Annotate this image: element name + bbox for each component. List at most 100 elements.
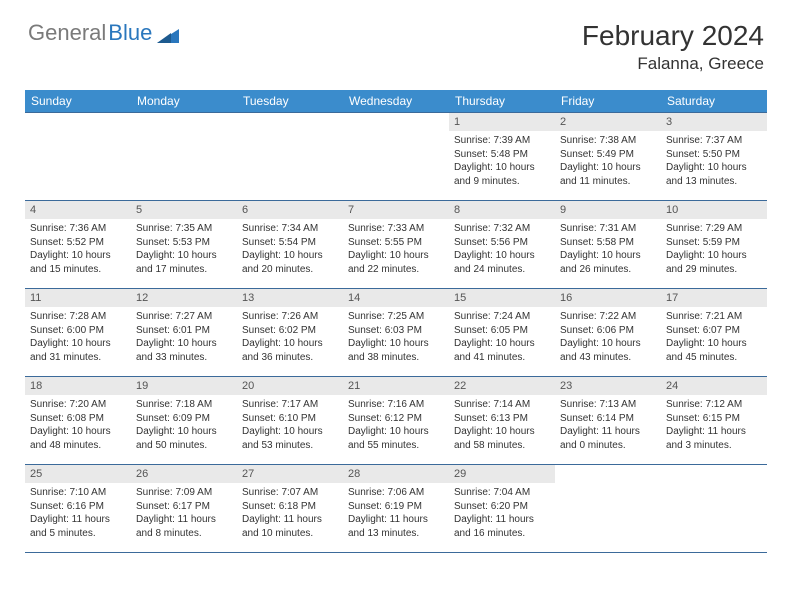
day-body: Sunrise: 7:27 AMSunset: 6:01 PMDaylight:… [131, 307, 237, 367]
day-number: 9 [555, 201, 661, 219]
day-body: Sunrise: 7:32 AMSunset: 5:56 PMDaylight:… [449, 219, 555, 279]
week-row: 25Sunrise: 7:10 AMSunset: 6:16 PMDayligh… [25, 465, 767, 553]
day-body: Sunrise: 7:10 AMSunset: 6:16 PMDaylight:… [25, 483, 131, 543]
day-cell: 1Sunrise: 7:39 AMSunset: 5:48 PMDaylight… [449, 113, 555, 201]
day-cell: 15Sunrise: 7:24 AMSunset: 6:05 PMDayligh… [449, 289, 555, 377]
day-cell: 12Sunrise: 7:27 AMSunset: 6:01 PMDayligh… [131, 289, 237, 377]
week-row: 1Sunrise: 7:39 AMSunset: 5:48 PMDaylight… [25, 113, 767, 201]
day-cell: 5Sunrise: 7:35 AMSunset: 5:53 PMDaylight… [131, 201, 237, 289]
week-row: 11Sunrise: 7:28 AMSunset: 6:00 PMDayligh… [25, 289, 767, 377]
day-body: Sunrise: 7:33 AMSunset: 5:55 PMDaylight:… [343, 219, 449, 279]
day-cell: 11Sunrise: 7:28 AMSunset: 6:00 PMDayligh… [25, 289, 131, 377]
month-title: February 2024 [582, 20, 764, 52]
day-cell: 2Sunrise: 7:38 AMSunset: 5:49 PMDaylight… [555, 113, 661, 201]
day-number: 24 [661, 377, 767, 395]
day-number: 25 [25, 465, 131, 483]
weekday-header: Wednesday [343, 90, 449, 113]
day-body: Sunrise: 7:18 AMSunset: 6:09 PMDaylight:… [131, 395, 237, 455]
day-body: Sunrise: 7:31 AMSunset: 5:58 PMDaylight:… [555, 219, 661, 279]
day-cell [237, 113, 343, 201]
day-number: 10 [661, 201, 767, 219]
day-number: 5 [131, 201, 237, 219]
calendar-body: 1Sunrise: 7:39 AMSunset: 5:48 PMDaylight… [25, 113, 767, 553]
day-cell: 10Sunrise: 7:29 AMSunset: 5:59 PMDayligh… [661, 201, 767, 289]
day-body: Sunrise: 7:37 AMSunset: 5:50 PMDaylight:… [661, 131, 767, 191]
day-cell: 24Sunrise: 7:12 AMSunset: 6:15 PMDayligh… [661, 377, 767, 465]
day-cell: 26Sunrise: 7:09 AMSunset: 6:17 PMDayligh… [131, 465, 237, 553]
day-cell [555, 465, 661, 553]
day-body: Sunrise: 7:21 AMSunset: 6:07 PMDaylight:… [661, 307, 767, 367]
day-number: 26 [131, 465, 237, 483]
day-body: Sunrise: 7:24 AMSunset: 6:05 PMDaylight:… [449, 307, 555, 367]
day-cell: 17Sunrise: 7:21 AMSunset: 6:07 PMDayligh… [661, 289, 767, 377]
day-number: 22 [449, 377, 555, 395]
day-cell: 9Sunrise: 7:31 AMSunset: 5:58 PMDaylight… [555, 201, 661, 289]
day-number: 2 [555, 113, 661, 131]
day-body: Sunrise: 7:20 AMSunset: 6:08 PMDaylight:… [25, 395, 131, 455]
day-cell: 23Sunrise: 7:13 AMSunset: 6:14 PMDayligh… [555, 377, 661, 465]
day-number: 29 [449, 465, 555, 483]
day-cell: 13Sunrise: 7:26 AMSunset: 6:02 PMDayligh… [237, 289, 343, 377]
logo-triangle-icon [157, 27, 179, 43]
day-cell [131, 113, 237, 201]
weekday-header: Sunday [25, 90, 131, 113]
day-cell: 22Sunrise: 7:14 AMSunset: 6:13 PMDayligh… [449, 377, 555, 465]
day-number: 14 [343, 289, 449, 307]
day-cell [661, 465, 767, 553]
day-cell: 27Sunrise: 7:07 AMSunset: 6:18 PMDayligh… [237, 465, 343, 553]
day-cell: 29Sunrise: 7:04 AMSunset: 6:20 PMDayligh… [449, 465, 555, 553]
day-number: 1 [449, 113, 555, 131]
day-cell: 25Sunrise: 7:10 AMSunset: 6:16 PMDayligh… [25, 465, 131, 553]
day-cell: 6Sunrise: 7:34 AMSunset: 5:54 PMDaylight… [237, 201, 343, 289]
day-cell: 7Sunrise: 7:33 AMSunset: 5:55 PMDaylight… [343, 201, 449, 289]
day-body: Sunrise: 7:39 AMSunset: 5:48 PMDaylight:… [449, 131, 555, 191]
day-number: 20 [237, 377, 343, 395]
day-cell: 4Sunrise: 7:36 AMSunset: 5:52 PMDaylight… [25, 201, 131, 289]
day-number: 7 [343, 201, 449, 219]
weekday-header: Tuesday [237, 90, 343, 113]
day-number: 21 [343, 377, 449, 395]
day-number: 19 [131, 377, 237, 395]
day-body: Sunrise: 7:13 AMSunset: 6:14 PMDaylight:… [555, 395, 661, 455]
weekday-header-row: SundayMondayTuesdayWednesdayThursdayFrid… [25, 90, 767, 113]
weekday-header: Thursday [449, 90, 555, 113]
day-number: 4 [25, 201, 131, 219]
day-number: 11 [25, 289, 131, 307]
day-body: Sunrise: 7:12 AMSunset: 6:15 PMDaylight:… [661, 395, 767, 455]
day-number: 17 [661, 289, 767, 307]
day-number: 16 [555, 289, 661, 307]
day-body: Sunrise: 7:16 AMSunset: 6:12 PMDaylight:… [343, 395, 449, 455]
day-number: 6 [237, 201, 343, 219]
day-body: Sunrise: 7:22 AMSunset: 6:06 PMDaylight:… [555, 307, 661, 367]
day-cell: 3Sunrise: 7:37 AMSunset: 5:50 PMDaylight… [661, 113, 767, 201]
day-number: 8 [449, 201, 555, 219]
day-body: Sunrise: 7:29 AMSunset: 5:59 PMDaylight:… [661, 219, 767, 279]
day-body: Sunrise: 7:04 AMSunset: 6:20 PMDaylight:… [449, 483, 555, 543]
day-cell [343, 113, 449, 201]
day-body: Sunrise: 7:26 AMSunset: 6:02 PMDaylight:… [237, 307, 343, 367]
week-row: 18Sunrise: 7:20 AMSunset: 6:08 PMDayligh… [25, 377, 767, 465]
location: Falanna, Greece [582, 54, 764, 74]
day-number: 18 [25, 377, 131, 395]
weekday-header: Saturday [661, 90, 767, 113]
day-number: 15 [449, 289, 555, 307]
day-body: Sunrise: 7:35 AMSunset: 5:53 PMDaylight:… [131, 219, 237, 279]
title-block: February 2024 Falanna, Greece [582, 20, 764, 74]
logo-part1: General [28, 20, 106, 46]
day-number: 3 [661, 113, 767, 131]
day-number: 13 [237, 289, 343, 307]
day-body: Sunrise: 7:14 AMSunset: 6:13 PMDaylight:… [449, 395, 555, 455]
day-cell: 19Sunrise: 7:18 AMSunset: 6:09 PMDayligh… [131, 377, 237, 465]
logo: GeneralBlue [28, 20, 179, 46]
day-body: Sunrise: 7:17 AMSunset: 6:10 PMDaylight:… [237, 395, 343, 455]
calendar-table: SundayMondayTuesdayWednesdayThursdayFrid… [25, 90, 767, 553]
day-body: Sunrise: 7:38 AMSunset: 5:49 PMDaylight:… [555, 131, 661, 191]
day-cell: 8Sunrise: 7:32 AMSunset: 5:56 PMDaylight… [449, 201, 555, 289]
day-body: Sunrise: 7:36 AMSunset: 5:52 PMDaylight:… [25, 219, 131, 279]
logo-part2: Blue [108, 20, 152, 46]
day-cell: 28Sunrise: 7:06 AMSunset: 6:19 PMDayligh… [343, 465, 449, 553]
day-cell [25, 113, 131, 201]
day-body: Sunrise: 7:25 AMSunset: 6:03 PMDaylight:… [343, 307, 449, 367]
day-number: 12 [131, 289, 237, 307]
day-body: Sunrise: 7:06 AMSunset: 6:19 PMDaylight:… [343, 483, 449, 543]
